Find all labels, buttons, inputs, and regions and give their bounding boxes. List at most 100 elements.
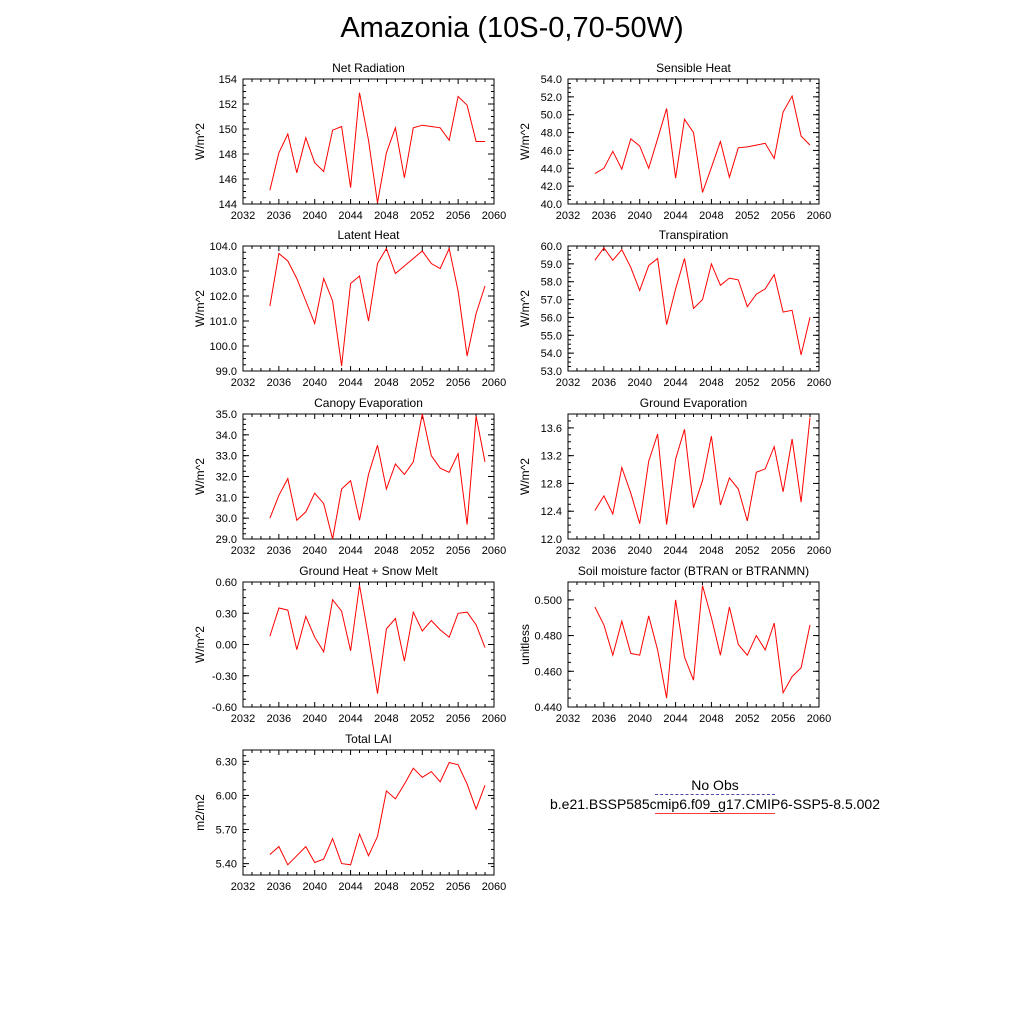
y-tick-label: 56.0 — [541, 312, 562, 324]
x-tick-label: 2060 — [482, 210, 506, 222]
figure-title: Amazonia (10S-0,70-50W) — [340, 12, 684, 44]
x-tick-label: 2032 — [556, 210, 580, 222]
x-tick-label: 2056 — [771, 377, 795, 389]
y-tick-label: -0.60 — [212, 702, 237, 714]
y-tick-label: 50.0 — [541, 110, 562, 122]
y-tick-label: 0.00 — [216, 640, 237, 652]
x-tick-label: 2048 — [374, 881, 398, 893]
y-tick-label: 12.4 — [541, 506, 562, 518]
y-tick-label: 33.0 — [216, 451, 237, 463]
series-line — [594, 246, 811, 356]
panel-title: Ground Evaporation — [640, 396, 747, 410]
plot-frame — [242, 581, 495, 708]
y-tick-label: 60.0 — [541, 241, 562, 253]
y-tick-label: 53.0 — [541, 366, 562, 378]
x-tick-label: 2032 — [231, 377, 255, 389]
x-tick-label: 2044 — [663, 210, 687, 222]
y-tick-label: 0.440 — [534, 702, 562, 714]
y-tick-label: 32.0 — [216, 472, 237, 484]
panel: Sensible Heat W/m^2 2032 2036 2040 2044 2048 20… — [518, 61, 831, 222]
x-tick-label: 2056 — [446, 210, 470, 222]
x-tick-label: 2036 — [267, 377, 291, 389]
legend-obs-line — [655, 794, 775, 795]
y-tick-label: 0.60 — [216, 577, 237, 589]
y-axis-label: W/m^2 — [193, 626, 207, 663]
x-tick-label: 2036 — [592, 210, 616, 222]
plot-frame — [567, 413, 820, 540]
y-axis-label: W/m^2 — [518, 458, 532, 495]
y-tick-label: 46.0 — [541, 145, 562, 157]
x-tick-label: 2052 — [735, 377, 759, 389]
x-tick-label: 2048 — [374, 545, 398, 557]
y-tick-label: 103.0 — [209, 266, 237, 278]
x-tick-label: 2032 — [231, 881, 255, 893]
y-axis-label: W/m^2 — [518, 123, 532, 160]
x-tick-label: 2040 — [302, 210, 326, 222]
y-tick-label: 13.6 — [541, 423, 562, 435]
x-tick-label: 2052 — [735, 713, 759, 725]
x-tick-label: 2048 — [699, 210, 723, 222]
x-tick-label: 2044 — [338, 881, 362, 893]
y-tick-label: 58.0 — [541, 277, 562, 289]
y-axis-label: unitless — [518, 624, 532, 665]
y-tick-label: 57.0 — [541, 295, 562, 307]
y-tick-label: 6.00 — [216, 790, 237, 802]
x-tick-label: 2032 — [556, 545, 580, 557]
panel: Ground Heat + Snow Melt W/m^2 2032 2036 2040… — [193, 564, 506, 725]
y-tick-label: 42.0 — [541, 181, 562, 193]
panel-title: Ground Heat + Snow Melt — [299, 564, 438, 578]
y-tick-label: 152 — [219, 99, 237, 111]
panel-title: Transpiration — [659, 228, 729, 242]
x-tick-label: 2048 — [374, 377, 398, 389]
series-line — [594, 585, 811, 699]
y-tick-label: 5.70 — [216, 825, 237, 837]
legend-case-line — [655, 813, 775, 814]
series-line — [269, 413, 486, 540]
x-tick-label: 2048 — [374, 210, 398, 222]
x-tick-label: 2060 — [807, 377, 831, 389]
x-tick-label: 2060 — [807, 545, 831, 557]
x-tick-label: 2056 — [446, 545, 470, 557]
series-line — [269, 246, 486, 367]
x-tick-label: 2056 — [771, 713, 795, 725]
y-tick-label: 0.30 — [216, 608, 237, 620]
y-tick-label: 154 — [219, 74, 237, 86]
x-tick-label: 2032 — [231, 545, 255, 557]
panel-title: Latent Heat — [337, 228, 400, 242]
y-axis-label: W/m^2 — [193, 290, 207, 327]
panel: Net Radiation W/m^2 2032 2036 2040 2044 2048 20… — [193, 61, 506, 222]
x-tick-label: 2036 — [592, 545, 616, 557]
plot-frame — [242, 245, 495, 372]
y-tick-label: 0.460 — [534, 666, 562, 678]
x-tick-label: 2032 — [231, 713, 255, 725]
y-tick-label: 54.0 — [541, 74, 562, 86]
legend: No Obs b.e21.BSSP585cmip6.f09_g17.CMIP6-… — [520, 776, 910, 814]
y-tick-label: 13.2 — [541, 451, 562, 463]
panel: Latent Heat W/m^2 2032 2036 2040 2044 2048 2052… — [193, 228, 506, 389]
y-tick-label: 99.0 — [216, 366, 237, 378]
x-tick-label: 2040 — [302, 881, 326, 893]
panel: Total LAI m2/m2 2032 2036 2040 2044 2048 2052 20… — [193, 732, 506, 893]
y-tick-label: 52.0 — [541, 92, 562, 104]
series-line — [594, 417, 811, 525]
y-tick-label: 48.0 — [541, 128, 562, 140]
y-axis-label: m2/m2 — [193, 794, 207, 831]
y-tick-label: -0.30 — [212, 671, 237, 683]
x-tick-label: 2052 — [410, 545, 434, 557]
plot-frame — [567, 78, 820, 205]
x-tick-label: 2044 — [338, 713, 362, 725]
x-tick-label: 2060 — [807, 210, 831, 222]
x-tick-label: 2060 — [807, 713, 831, 725]
panel: Ground Evaporation W/m^2 2032 2036 2040 2044 2… — [518, 396, 831, 557]
y-tick-label: 35.0 — [216, 409, 237, 421]
y-tick-label: 102.0 — [209, 291, 237, 303]
x-tick-label: 2044 — [663, 713, 687, 725]
x-tick-label: 2036 — [267, 713, 291, 725]
y-tick-label: 59.0 — [541, 259, 562, 271]
x-tick-label: 2032 — [231, 210, 255, 222]
panel: Canopy Evaporation W/m^2 2032 2036 2040 2044 2… — [193, 396, 506, 557]
x-tick-label: 2048 — [699, 545, 723, 557]
y-tick-label: 55.0 — [541, 330, 562, 342]
x-tick-label: 2048 — [374, 713, 398, 725]
